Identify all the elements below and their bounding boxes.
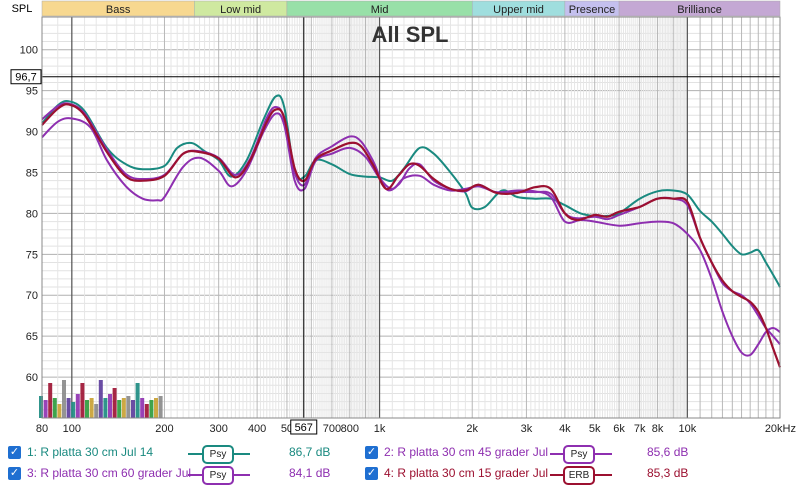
y-tick-label: 75	[26, 249, 38, 261]
smoothing-badge[interactable]: ERB	[563, 466, 595, 485]
legend-label: 3: R platta 30 cm 60 grader Jul	[27, 466, 192, 480]
checkbox-icon[interactable]: ✓	[8, 446, 21, 459]
cursor-x-readout-box	[290, 419, 318, 435]
level-bar	[85, 400, 89, 418]
chart-title: All SPL	[371, 22, 448, 47]
level-bar	[131, 400, 135, 418]
x-tick-label: 300	[209, 423, 227, 435]
level-bar	[48, 383, 53, 418]
x-tick-label: 2k	[466, 423, 478, 435]
x-tick-label: 1k	[374, 423, 386, 435]
level-bar	[98, 380, 103, 418]
level-bar	[135, 383, 140, 418]
y-tick-label: 85	[26, 167, 38, 179]
legend-label: 2: R platta 30 cm 45 grader Jul	[384, 445, 549, 459]
x-tick-label: 80	[36, 423, 48, 435]
x-tick-label: 400	[248, 423, 266, 435]
band-label: Presence	[569, 4, 615, 16]
level-bar	[39, 396, 43, 418]
level-bar	[71, 402, 76, 418]
legend-value: 85,6 dB	[647, 445, 689, 459]
x-tick-label: 6k	[613, 423, 625, 435]
level-bar	[158, 396, 163, 418]
y-tick-label: 90	[26, 127, 38, 139]
y-tick-label: 100	[20, 45, 38, 57]
x-tick-label: 200	[155, 423, 173, 435]
cursor-y-readout: 96,7	[15, 72, 36, 84]
level-bar	[62, 380, 66, 418]
level-bar	[112, 388, 117, 418]
level-bar	[66, 398, 71, 418]
smoothing-badge[interactable]: Psy	[202, 445, 234, 464]
level-bar	[75, 394, 80, 418]
level-bars	[39, 380, 163, 418]
y-tick-label: 70	[26, 290, 38, 302]
frequency-bands: Bass Low mid Mid Upper mid Presence Brillianc…	[41, 0, 781, 17]
legend-item-1[interactable]: ✓ 1: R platta 30 cm Jul 14 Psy 86,7 dB	[8, 444, 338, 464]
series-line-4	[41, 103, 782, 368]
x-tick-label: 800	[341, 423, 359, 435]
x-tick-labels: 80 100 200 300 400 50 700 800 1k 2k 3k 4k 5k 6k 7k 8k 10…	[36, 423, 796, 435]
level-bar	[57, 404, 62, 418]
level-bar	[108, 394, 112, 418]
plot-area[interactable]	[42, 17, 780, 418]
series-line-3	[41, 112, 781, 357]
legend-value: 86,7 dB	[289, 445, 331, 459]
x-tick-label: 5k	[589, 423, 601, 435]
y-tick-label: 95	[26, 86, 38, 98]
legend-item-2[interactable]: ✓ 2: R platta 30 cm 45 grader Jul Psy 85…	[365, 444, 695, 464]
legend-value: 84,1 dB	[289, 466, 331, 480]
level-bar	[149, 400, 154, 418]
legend-item-3[interactable]: ✓ 3: R platta 30 cm 60 grader Jul Psy 84…	[8, 465, 338, 485]
checkbox-icon[interactable]: ✓	[365, 467, 378, 480]
level-bar	[121, 398, 126, 418]
checkbox-icon[interactable]: ✓	[365, 446, 378, 459]
band-label: Mid	[371, 4, 389, 16]
cursor-y-readout-box	[10, 69, 42, 85]
smoothing-badge[interactable]: Psy	[563, 445, 595, 464]
y-tick-label: 65	[26, 331, 38, 343]
legend-item-4[interactable]: ✓ 4: R platta 30 cm 15 grader Jul ERB 85…	[365, 465, 695, 485]
legend-label: 4: R platta 30 cm 15 grader Jul	[384, 466, 549, 480]
series-line-1	[41, 94, 781, 288]
x-tick-label: 10k	[678, 423, 696, 435]
x-tick-label: 4k	[559, 423, 571, 435]
y-tick-label: 60	[26, 372, 38, 384]
level-bar	[43, 400, 48, 418]
band-block	[618, 0, 781, 17]
band-label: Low mid	[220, 4, 261, 16]
y-tick-labels: 60 65 70 75 80 85 90 95 100	[20, 45, 38, 384]
x-tick-label: 700	[323, 423, 341, 435]
smoothing-badge[interactable]: Psy	[202, 466, 234, 485]
plot-border	[41, 16, 781, 419]
level-bar	[126, 396, 131, 418]
level-bar	[117, 400, 122, 418]
level-bar	[144, 404, 149, 418]
legend-label: 1: R platta 30 cm Jul 14	[27, 445, 154, 459]
level-bar	[52, 398, 57, 418]
checkbox-icon[interactable]: ✓	[8, 467, 21, 480]
y-tick-label: 80	[26, 208, 38, 220]
level-bar	[103, 398, 108, 418]
x-tick-label: 3k	[521, 423, 533, 435]
band-label: Brilliance	[677, 4, 722, 16]
x-tick-label: 20kHz	[765, 423, 796, 435]
series-lines	[41, 94, 782, 368]
level-bar	[154, 398, 158, 418]
level-bar	[89, 398, 94, 418]
x-tick-label: 8k	[652, 423, 664, 435]
level-bar	[94, 404, 99, 418]
x-tick-label: 100	[63, 423, 81, 435]
level-bar	[140, 398, 145, 418]
spl-chart: Bass Low mid Mid Upper mid Presence Brillianc…	[10, 0, 796, 435]
band-label: Bass	[106, 4, 131, 16]
x-tick-label: 50	[281, 423, 293, 435]
y-axis-label: SPL	[12, 3, 33, 15]
legend-value: 85,3 dB	[647, 466, 689, 480]
level-bar	[80, 383, 85, 418]
band-label: Upper mid	[493, 4, 544, 16]
cursor-x-readout: 567	[295, 422, 313, 434]
x-tick-label: 7k	[634, 423, 646, 435]
cursor[interactable]: 96,7 567	[10, 17, 780, 435]
